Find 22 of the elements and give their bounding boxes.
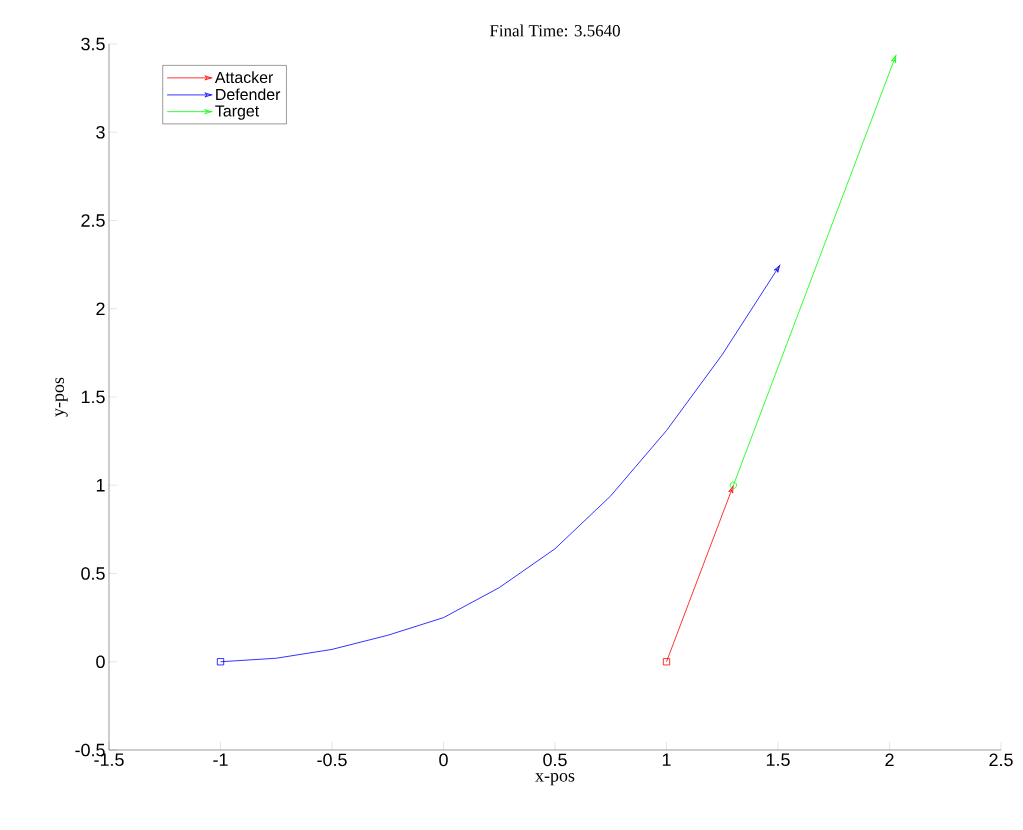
- y-tick-label: 1: [96, 479, 105, 492]
- y-tick-label: 2: [96, 302, 105, 316]
- y-tick-label: 2.5: [81, 214, 105, 227]
- y-tick-label: 1.5: [81, 390, 105, 404]
- y-tick-label: 3: [96, 125, 105, 139]
- x-tick-label: 2: [885, 753, 894, 767]
- y-tick-label: 0.5: [81, 567, 105, 580]
- y-tick-label: 0: [96, 655, 105, 669]
- x-tick-label: 2.5: [989, 753, 1013, 767]
- legend-label: Attacker: [214, 71, 274, 84]
- x-tick-label: 0.5: [543, 753, 567, 767]
- x-tick-label: 1: [662, 753, 671, 766]
- x-tick-label: -1: [213, 753, 228, 766]
- x-tick-label: 0: [439, 753, 448, 767]
- y-axis-title: y-pos: [55, 377, 68, 417]
- legend-label: Defender: [216, 88, 281, 101]
- x-axis-title: x-pos: [535, 773, 575, 786]
- legend-label: Target: [215, 105, 260, 120]
- chart-title: Final Time: 3.5640: [489, 24, 620, 37]
- y-tick-label: 3.5: [81, 37, 105, 51]
- x-tick-label: 1.5: [766, 753, 790, 767]
- x-tick-label: -0.5: [317, 753, 347, 767]
